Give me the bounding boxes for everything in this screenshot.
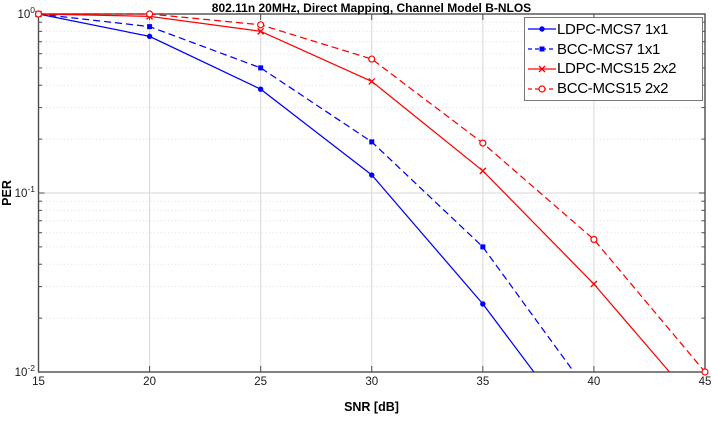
series-line	[38, 13, 575, 373]
legend-label: BCC-MCS15 2x2	[557, 80, 669, 98]
series-line	[38, 13, 535, 373]
legend-item: BCC-MCS15 2x2	[527, 79, 700, 98]
legend-line-marker-icon	[528, 46, 556, 52]
legend-line-marker-icon	[528, 26, 556, 32]
legend-item: LDPC-MCS7 1x1	[527, 20, 700, 39]
legend-label: LDPC-MCS15 2x2	[557, 60, 677, 78]
legend: LDPC-MCS7 1x1 BCC-MCS7 1x1 LDPC-MCS15 2x…	[524, 17, 703, 101]
legend-item: LDPC-MCS15 2x2	[527, 59, 700, 78]
legend-label: BCC-MCS7 1x1	[557, 40, 661, 58]
y-axis-label: PER	[0, 180, 14, 206]
legend-line-marker-icon	[528, 85, 556, 93]
legend-item: BCC-MCS7 1x1	[527, 40, 700, 59]
chart-title: 802.11n 20MHz, Direct Mapping, Channel M…	[211, 1, 532, 15]
x-axis-label: SNR [dB]	[344, 400, 399, 414]
legend-line-marker-icon	[528, 65, 556, 73]
legend-label: LDPC-MCS7 1x1	[557, 20, 669, 38]
